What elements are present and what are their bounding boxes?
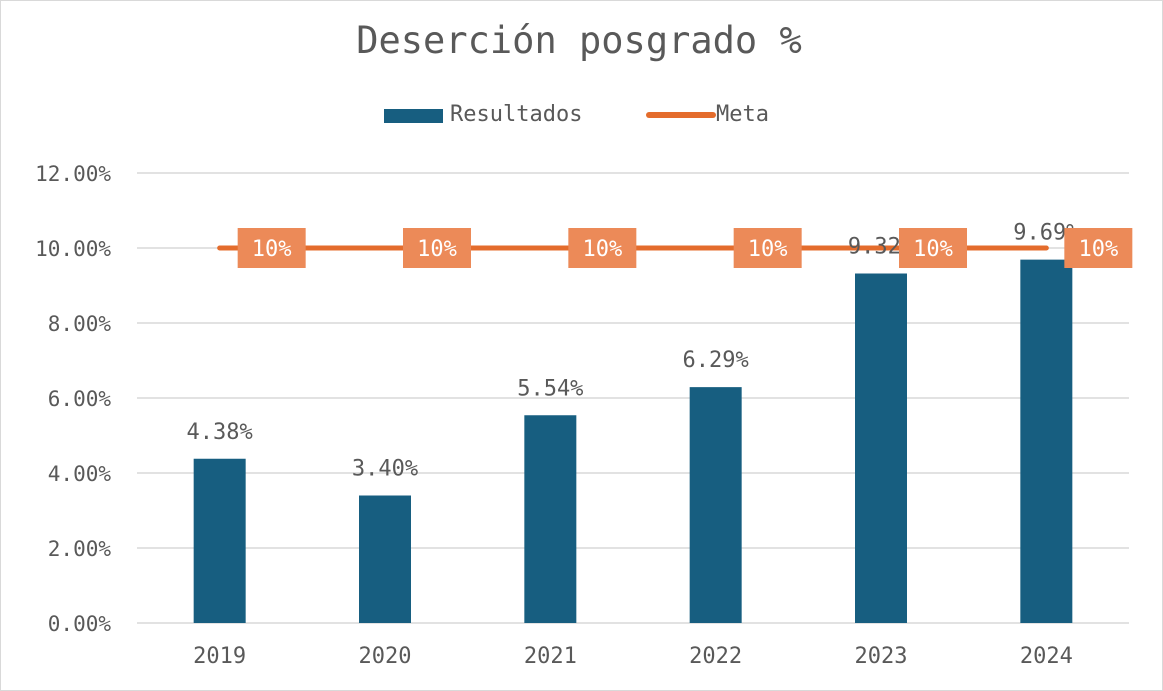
chart-title: Deserción posgrado %	[356, 19, 802, 62]
legend-swatch-resultados	[384, 109, 443, 123]
legend: Resultados Meta	[384, 102, 769, 127]
data-label-meta: 10%	[1064, 228, 1133, 268]
data-label-meta: 10%	[237, 228, 306, 268]
y-tick-label: 8.00%	[48, 312, 112, 336]
data-label-meta-box	[899, 228, 967, 268]
data-label-meta-box	[237, 228, 306, 268]
x-tick-label: 2019	[193, 644, 246, 669]
data-labels: 4.38%3.40%5.54%6.29%9.32%9.69%10% 10% 10% 1…	[187, 221, 1133, 482]
data-label-resultados: 6.29%	[683, 348, 749, 373]
bar-resultados	[359, 495, 411, 623]
data-label-meta-text: 10%	[748, 237, 788, 262]
data-label-meta-box	[733, 228, 802, 268]
data-label-meta: 10%	[899, 228, 967, 268]
data-label-meta-box	[568, 228, 637, 268]
data-label-meta-text: 10%	[252, 237, 292, 262]
x-tick-label: 2021	[524, 644, 577, 669]
data-label-meta-box	[403, 228, 471, 268]
y-tick-label: 6.00%	[48, 387, 112, 411]
x-tick-label: 2022	[689, 644, 742, 669]
legend-label-resultados: Resultados	[450, 102, 582, 127]
data-label-meta-text: 10%	[913, 237, 953, 262]
bar-resultados	[1020, 259, 1073, 623]
data-label-resultados: 5.54%	[517, 376, 583, 401]
data-label-meta: 10%	[733, 228, 802, 268]
bar-resultados	[689, 387, 742, 623]
bar-resultados	[855, 273, 907, 623]
data-label-meta: 10%	[568, 228, 637, 268]
y-tick-label: 10.00%	[35, 237, 111, 261]
y-tick-label: 12.00%	[35, 162, 111, 186]
bar-resultados	[193, 458, 246, 623]
bars-resultados	[193, 259, 1073, 623]
x-axis-ticks: 2019 2020 2021 2022 2023 2024	[193, 644, 1073, 669]
y-axis-ticks: 0.00% 2.00% 4.00% 6.00% 8.00% 10.00% 12.00%	[35, 162, 111, 636]
data-label-meta: 10%	[403, 228, 471, 268]
data-label-meta-text: 10%	[1078, 237, 1118, 262]
data-label-meta-text: 10%	[582, 237, 622, 262]
legend-label-meta: Meta	[716, 102, 769, 127]
data-label-resultados: 4.38%	[187, 420, 253, 445]
x-tick-label: 2023	[855, 644, 908, 669]
x-tick-label: 2020	[359, 644, 412, 669]
y-tick-label: 0.00%	[48, 612, 112, 636]
data-label-meta-text: 10%	[417, 237, 457, 262]
data-label-meta-box	[1064, 228, 1133, 268]
y-tick-label: 2.00%	[48, 537, 112, 561]
x-tick-label: 2024	[1020, 644, 1073, 669]
bar-resultados	[524, 415, 577, 623]
data-label-resultados: 3.40%	[352, 457, 418, 482]
y-tick-label: 4.00%	[48, 462, 112, 486]
